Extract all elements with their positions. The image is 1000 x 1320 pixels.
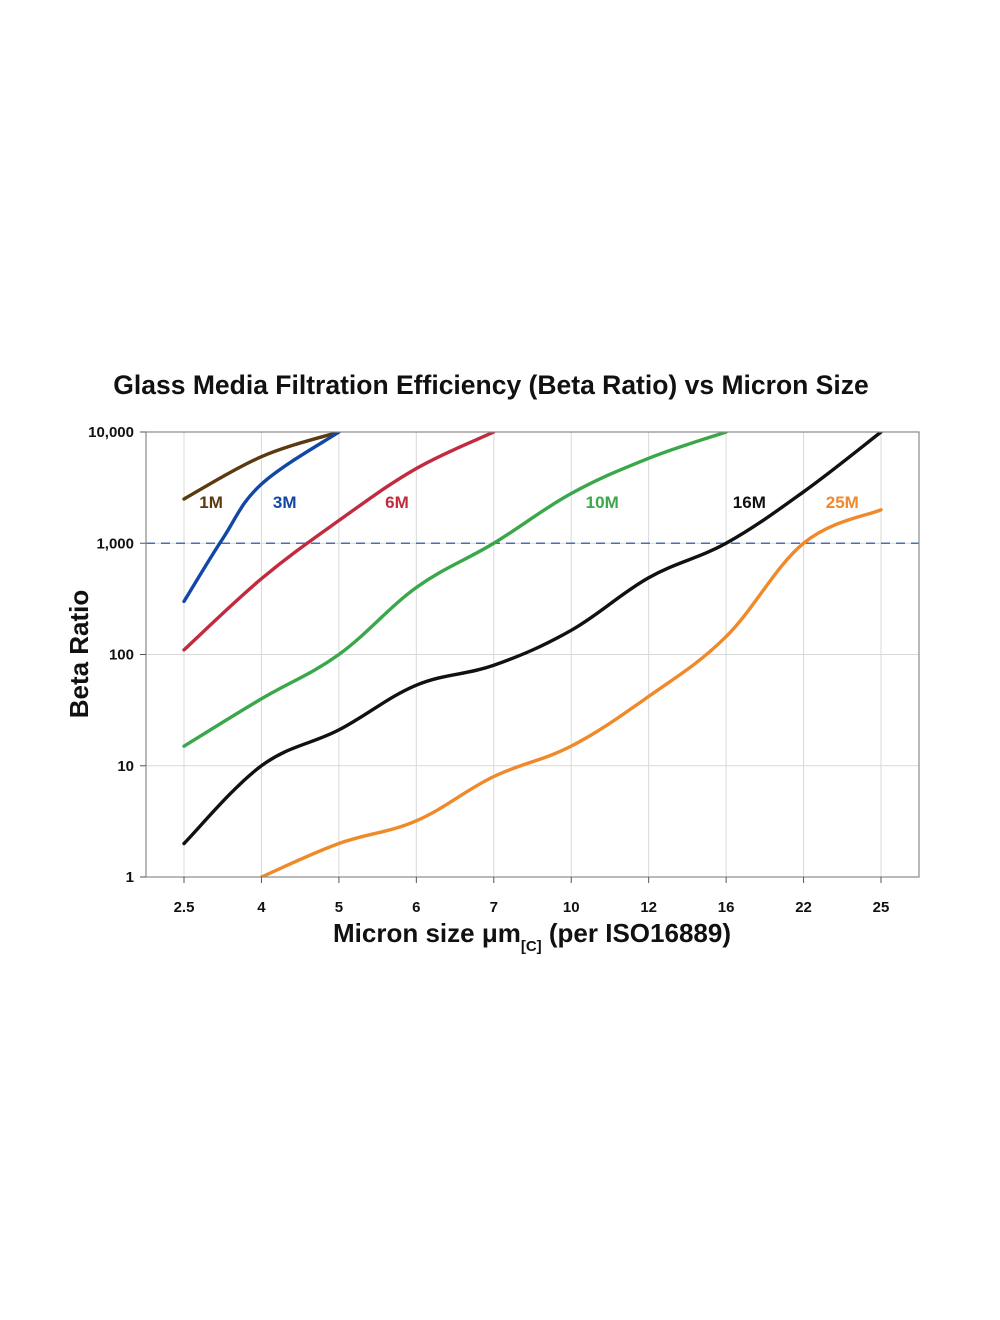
- x-tick-label: 2.5: [174, 899, 195, 916]
- series-line-3m: [182, 432, 341, 604]
- y-tick-label: 100: [109, 647, 134, 664]
- series-lines: [182, 432, 883, 877]
- x-axis-title-subscript: [C]: [521, 938, 542, 955]
- y-tick-label: 1,000: [96, 535, 134, 552]
- x-axis-ticks: 2.5 4 5 6 7 10 12 16 22 25: [174, 877, 890, 916]
- series-label-1m: 1M: [199, 493, 223, 512]
- series-label-3m: 3M: [273, 493, 297, 512]
- series-line-6m: [182, 432, 496, 652]
- x-axis-title: Micron size μm[C] (per ISO16889): [333, 918, 731, 955]
- series-labels: 1M 3M 6M 10M 16M 25M: [199, 493, 859, 512]
- series-label-16m: 16M: [733, 493, 766, 512]
- y-tick-label: 10: [117, 758, 134, 775]
- x-tick-label: 7: [490, 899, 498, 916]
- series-label-10m: 10M: [586, 493, 619, 512]
- x-axis-title-main: Micron size μm: [333, 918, 521, 948]
- series-line-1m: [182, 432, 341, 501]
- series-line-25m: [259, 508, 883, 877]
- x-tick-label: 6: [412, 899, 420, 916]
- chart-title: Glass Media Filtration Efficiency (Beta …: [113, 370, 869, 400]
- x-tick-label: 4: [257, 899, 266, 916]
- x-tick-label: 10: [563, 899, 580, 916]
- y-axis-title: Beta Ratio: [64, 590, 94, 719]
- x-tick-label: 12: [640, 899, 657, 916]
- y-tick-label: 10,000: [88, 424, 134, 441]
- series-line-16m: [182, 432, 883, 846]
- x-tick-label: 16: [718, 899, 735, 916]
- x-axis-title-tail: (per ISO16889): [542, 918, 731, 948]
- x-tick-label: 25: [873, 899, 890, 916]
- series-label-6m: 6M: [385, 493, 409, 512]
- y-tick-label: 1: [126, 869, 134, 886]
- series-line-10m: [182, 432, 728, 748]
- x-tick-label: 5: [335, 899, 343, 916]
- x-tick-label: 22: [795, 899, 812, 916]
- series-label-25m: 25M: [826, 493, 859, 512]
- y-axis-ticks: 1 10 100 1,000 10,000: [88, 424, 146, 886]
